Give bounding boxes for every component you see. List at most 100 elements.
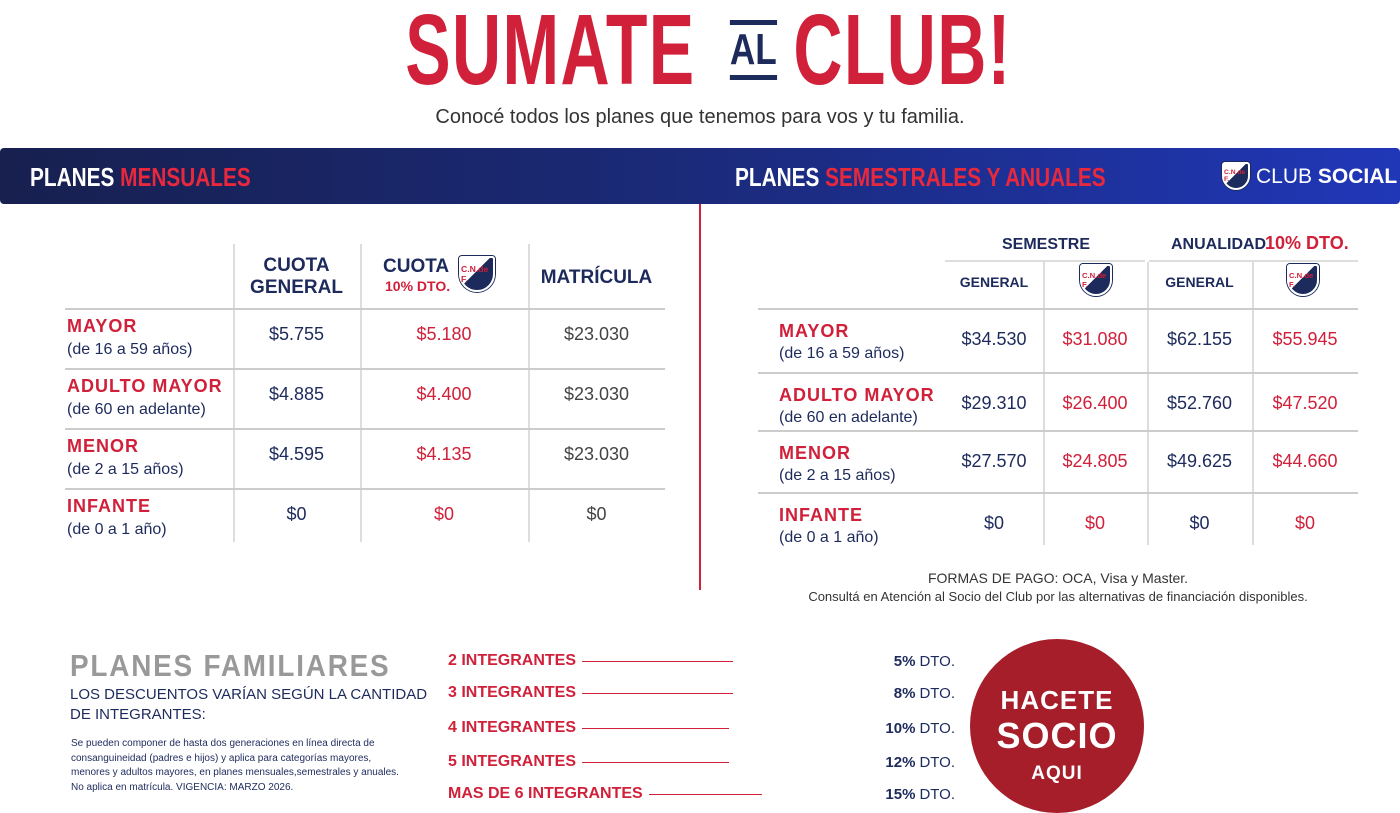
title: SUMATE AL CLUB! (0, 0, 1400, 106)
discount-label: 4 INTEGRANTES (448, 719, 577, 736)
family-note: consanguineidad (padres e hijos) y aplic… (71, 752, 372, 764)
shield-logo: C.N.de F. (1080, 264, 1112, 296)
sub-header: GENERAL (959, 274, 1029, 290)
col-header: CUOTA GENERAL (250, 255, 343, 298)
discount-dto: DTO. (919, 652, 956, 670)
row-line (65, 308, 665, 310)
price: $44.660 (1272, 451, 1338, 471)
price: $0 (586, 504, 607, 524)
row-sub: (de 16 a 59 años) (67, 341, 193, 358)
price: $4.400 (416, 384, 472, 404)
banner: PLANES MENSUALES PLANES SEMESTRALES Y ANU… (0, 148, 1400, 204)
title-part: CLUB! (793, 0, 1012, 106)
row-sub: (de 60 en adelante) (67, 401, 206, 418)
shield-logo: C.N.de F. (1287, 264, 1319, 296)
discount-label: 5 INTEGRANTES (448, 753, 577, 770)
discount-line (582, 727, 729, 729)
col-line (1252, 262, 1254, 545)
brand-word: SOCIAL (1317, 165, 1398, 188)
discount-pct: 5% (893, 652, 916, 670)
row-name: ADULTO MAYOR (67, 376, 223, 396)
shield-logo: C.N.de F. (1222, 162, 1250, 190)
col-header: MATRÍCULA (540, 267, 653, 288)
discount-dto: DTO. (919, 753, 956, 771)
title-part: AL (729, 20, 777, 80)
family-note: menores y adultos mayores, en planes men… (71, 767, 399, 778)
brand: CLUB SOCIAL (1256, 165, 1397, 189)
cta[interactable]: HACETE SOCIO AQUI (970, 639, 1144, 813)
row-name: INFANTE (779, 505, 864, 525)
shield-logo: C.N.de F. (459, 256, 495, 292)
col-line (528, 244, 530, 542)
discount-label: MAS DE 6 INTEGRANTES (448, 785, 643, 802)
row-sub: (de 16 a 59 años) (779, 345, 905, 362)
row-line (65, 428, 665, 430)
price: $4.135 (416, 444, 472, 464)
discount-row: 2 INTEGRANTES 5% DTO. (448, 650, 955, 672)
row-line (758, 430, 1358, 432)
banner-word: MENSUALES (120, 162, 251, 192)
price: $62.155 (1166, 329, 1233, 349)
price: $26.400 (1062, 393, 1128, 413)
discount-dto: DTO. (919, 684, 956, 702)
price: $0 (1189, 513, 1210, 533)
discount-pct: 15% (885, 785, 916, 803)
banner-word: SEMESTRALES Y ANUALES (825, 162, 1106, 192)
discount-row: MAS DE 6 INTEGRANTES 15% DTO. (448, 783, 955, 805)
family-note: Se pueden componer de hasta dos generaci… (71, 738, 375, 749)
price: $0 (286, 504, 307, 524)
price: $55.945 (1272, 329, 1338, 349)
price: $31.080 (1062, 329, 1128, 349)
discount-line (582, 761, 729, 763)
price: $0 (983, 513, 1005, 533)
price: $4.885 (268, 384, 325, 404)
discount-pct: 12% (885, 753, 916, 771)
price: $24.805 (1062, 451, 1128, 471)
col-header: CUOTA (383, 256, 450, 277)
price: $23.030 (563, 324, 630, 344)
row-line (65, 488, 665, 490)
row-sub: (de 0 a 1 año) (67, 521, 167, 538)
price: $27.570 (961, 451, 1027, 471)
price: $29.310 (961, 393, 1027, 413)
banner-word: PLANES (735, 162, 826, 192)
row-line (758, 372, 1358, 374)
discount-row: 5 INTEGRANTES 12% DTO. (448, 751, 955, 773)
price: $34.530 (961, 329, 1027, 349)
row-sub: (de 60 en adelante) (779, 409, 918, 426)
cta-text: HACETE (1000, 685, 1114, 715)
col-line (233, 244, 235, 542)
group-header: SEMESTRE (1001, 236, 1090, 253)
row-name: ADULTO MAYOR (779, 385, 935, 405)
col-line (1043, 262, 1045, 545)
payment: Consultá en Atención al Socio del Club p… (808, 589, 1308, 604)
price: $5.755 (268, 324, 325, 344)
sub-header: GENERAL (1165, 274, 1234, 290)
price: $0 (1084, 513, 1106, 533)
group-header: 10% DTO. (1265, 233, 1349, 253)
discount-dto: DTO. (919, 785, 955, 803)
discount-line (582, 660, 733, 662)
banner-text: PLANES MENSUALES (30, 162, 251, 193)
family-subtitle: DE INTEGRANTES: (70, 706, 206, 723)
price: $0 (1294, 513, 1316, 533)
row-line (758, 492, 1358, 494)
discount-pct: 10% (885, 719, 916, 737)
row-line (65, 368, 665, 370)
group-header: ANUALIDAD (1171, 236, 1267, 253)
price: $52.760 (1166, 393, 1233, 413)
row-sub: (de 2 a 15 años) (67, 461, 184, 478)
subtitle: Conocé todos los planes que tenemos para… (435, 106, 965, 128)
price: $23.030 (563, 384, 630, 404)
discount-row: 4 INTEGRANTES 10% DTO. (448, 717, 955, 739)
divider (699, 204, 701, 590)
col-header: 10% DTO. (385, 278, 451, 294)
discount-dto: DTO. (919, 719, 956, 737)
col-line (360, 244, 362, 542)
cta-text: SOCIO (996, 715, 1118, 756)
row-name: MAYOR (67, 316, 138, 336)
discount-line (648, 793, 763, 795)
discount-pct: 8% (893, 684, 916, 702)
price: $23.030 (563, 444, 630, 464)
